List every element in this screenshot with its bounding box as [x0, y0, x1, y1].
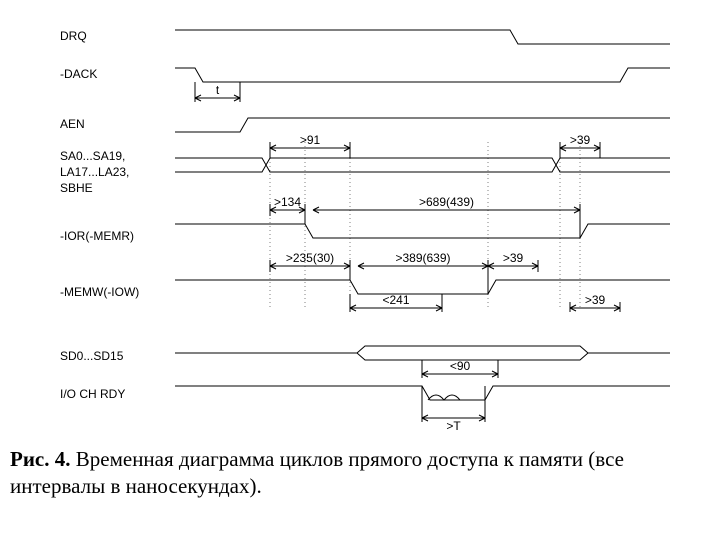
svg-text:SBHE: SBHE — [60, 181, 93, 195]
timing-diagram-svg: DRQ -DACK AEN SA0...SA19, LA17...LA23, SBHE -I… — [10, 10, 710, 440]
figure-caption: Рис. 4. Временная диаграмма циклов прямо… — [10, 446, 710, 501]
svg-text:>389(639): >389(639) — [395, 251, 450, 265]
svg-text:DRQ: DRQ — [60, 29, 87, 43]
svg-text:>689(439): >689(439) — [419, 195, 474, 209]
svg-text:AEN: AEN — [60, 117, 85, 131]
svg-text:>134: >134 — [274, 195, 301, 209]
svg-text:>91: >91 — [300, 133, 321, 147]
svg-text:LA17...LA23,: LA17...LA23, — [60, 165, 129, 179]
svg-text:>T: >T — [446, 419, 461, 433]
svg-text:<241: <241 — [382, 293, 409, 307]
svg-text:>39: >39 — [503, 251, 524, 265]
svg-text:SA0...SA19,: SA0...SA19, — [60, 149, 125, 163]
figure-caption-text: Временная диаграмма циклов прямого досту… — [10, 447, 624, 498]
svg-text:>39: >39 — [585, 293, 606, 307]
svg-text:SD0...SD15: SD0...SD15 — [60, 349, 124, 363]
svg-text:t: t — [216, 83, 220, 97]
svg-text:-MEMW(-IOW): -MEMW(-IOW) — [60, 285, 139, 299]
svg-text:>39: >39 — [570, 133, 591, 147]
svg-text:>235(30): >235(30) — [286, 251, 334, 265]
timing-diagram-figure: DRQ -DACK AEN SA0...SA19, LA17...LA23, SBHE -I… — [10, 10, 710, 530]
figure-number: Рис. 4. — [10, 447, 71, 471]
svg-text:I/O CH RDY: I/O CH RDY — [60, 387, 125, 401]
svg-text:-DACK: -DACK — [60, 67, 97, 81]
svg-text:-IOR(-MEMR): -IOR(-MEMR) — [60, 229, 134, 243]
svg-text:<90: <90 — [450, 359, 471, 373]
